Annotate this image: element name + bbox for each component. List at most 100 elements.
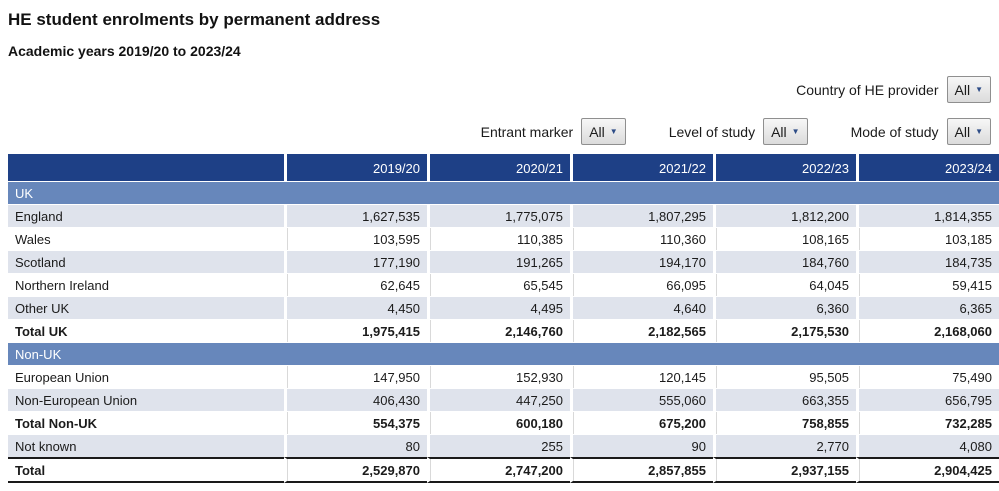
value-cell: 194,170 — [570, 250, 713, 273]
row-label: England — [8, 204, 284, 227]
value-cell: 1,775,075 — [427, 204, 570, 227]
value-cell: 90 — [570, 434, 713, 457]
value-cell: 663,355 — [713, 388, 856, 411]
row-label: European Union — [8, 365, 284, 388]
value-cell: 675,200 — [570, 411, 713, 434]
value-cell: 103,185 — [856, 227, 999, 250]
column-header-2023-24: 2023/24 — [856, 154, 999, 181]
value-cell: 152,930 — [427, 365, 570, 388]
value-cell: 2,857,855 — [570, 457, 713, 483]
value-cell: 555,060 — [570, 388, 713, 411]
row-label: Total — [8, 457, 284, 483]
value-cell: 108,165 — [713, 227, 856, 250]
value-cell: 6,360 — [713, 296, 856, 319]
mode-dropdown-value: All — [954, 123, 971, 140]
value-cell: 4,450 — [284, 296, 427, 319]
value-cell: 184,760 — [713, 250, 856, 273]
filter-entrant-marker: Entrant marker All ▼ — [481, 118, 626, 145]
value-cell: 6,365 — [856, 296, 999, 319]
filter-country-label: Country of HE provider — [796, 81, 939, 98]
value-cell: 2,904,425 — [856, 457, 999, 483]
value-cell: 2,182,565 — [570, 319, 713, 342]
level-dropdown-value: All — [771, 123, 787, 140]
row-label: Northern Ireland — [8, 273, 284, 296]
chevron-down-icon: ▼ — [975, 84, 983, 94]
table-row-other-uk: Other UK 4,450 4,495 4,640 6,360 6,365 — [8, 296, 999, 319]
value-cell: 59,415 — [856, 273, 999, 296]
row-label: Non-European Union — [8, 388, 284, 411]
filter-mode-of-study: Mode of study All ▼ — [851, 118, 991, 145]
table-row-scotland: Scotland 177,190 191,265 194,170 184,760 184,… — [8, 250, 999, 273]
value-cell: 758,855 — [713, 411, 856, 434]
value-cell: 4,495 — [427, 296, 570, 319]
value-cell: 1,627,535 — [284, 204, 427, 227]
country-dropdown-value: All — [954, 81, 971, 98]
table-row-northern-ireland: Northern Ireland 62,645 65,545 66,095 64,045… — [8, 273, 999, 296]
table-row-non-uk: Non-UK — [8, 342, 999, 365]
value-cell: 656,795 — [856, 388, 999, 411]
value-cell: 2,168,060 — [856, 319, 999, 342]
chevron-down-icon: ▼ — [791, 126, 800, 136]
row-label: Scotland — [8, 250, 284, 273]
value-cell: 110,385 — [427, 227, 570, 250]
table-row-not-known: Not known 80 255 90 2,770 4,080 — [8, 434, 999, 457]
filter-entrant-label: Entrant marker — [480, 123, 574, 140]
filter-row-country: Country of HE provider All ▼ — [8, 76, 999, 103]
row-label: Other UK — [8, 296, 284, 319]
column-header-blank — [8, 154, 284, 181]
value-cell: 1,814,355 — [856, 204, 999, 227]
table-row-england: England 1,627,535 1,775,075 1,807,295 1,812,… — [8, 204, 999, 227]
value-cell: 1,807,295 — [570, 204, 713, 227]
table-row-total-non-uk: Total Non-UK 554,375 600,180 675,200 758,855… — [8, 411, 999, 434]
value-cell: 120,145 — [570, 365, 713, 388]
value-cell: 4,640 — [570, 296, 713, 319]
value-cell: 447,250 — [427, 388, 570, 411]
table-body: UK England 1,627,535 1,775,075 1,807,295 1,81… — [8, 181, 999, 483]
filter-country-of-he-provider: Country of HE provider All ▼ — [796, 76, 991, 103]
value-cell: 1,812,200 — [713, 204, 856, 227]
value-cell: 66,095 — [570, 273, 713, 296]
table-row-non-european-union: Non-European Union 406,430 447,250 555,060 6… — [8, 388, 999, 411]
value-cell: 62,645 — [284, 273, 427, 296]
level-of-study-dropdown[interactable]: All ▼ — [763, 118, 808, 145]
value-cell: 2,175,530 — [713, 319, 856, 342]
table-row-wales: Wales 103,595 110,385 110,360 108,165 103,185 — [8, 227, 999, 250]
table-header: 2019/20 2020/21 2021/22 2022/23 2023/24 — [8, 154, 999, 181]
value-cell: 732,285 — [856, 411, 999, 434]
value-cell: 184,735 — [856, 250, 999, 273]
value-cell: 2,529,870 — [284, 457, 427, 483]
entrant-dropdown-value: All — [589, 123, 605, 140]
section-label: Non-UK — [8, 342, 999, 365]
value-cell: 110,360 — [570, 227, 713, 250]
column-header-2021-22: 2021/22 — [570, 154, 713, 181]
column-header-2019-20: 2019/20 — [284, 154, 427, 181]
table-row-total-uk: Total UK 1,975,415 2,146,760 2,182,565 2,175… — [8, 319, 999, 342]
value-cell: 191,265 — [427, 250, 570, 273]
row-label: Total UK — [8, 319, 284, 342]
value-cell: 75,490 — [856, 365, 999, 388]
filter-row-secondary: Entrant marker All ▼ Level of study All … — [8, 118, 999, 145]
table-row-european-union: European Union 147,950 152,930 120,145 95,50… — [8, 365, 999, 388]
page-title: HE student enrolments by permanent addre… — [8, 10, 381, 29]
entrant-marker-dropdown[interactable]: All ▼ — [581, 118, 626, 145]
country-of-he-provider-dropdown[interactable]: All ▼ — [946, 76, 991, 103]
value-cell: 2,770 — [713, 434, 856, 457]
value-cell: 2,146,760 — [427, 319, 570, 342]
column-header-2022-23: 2022/23 — [713, 154, 856, 181]
chevron-down-icon: ▼ — [609, 126, 618, 136]
value-cell: 2,747,200 — [427, 457, 570, 483]
filter-mode-label: Mode of study — [850, 123, 939, 140]
value-cell: 177,190 — [284, 250, 427, 273]
value-cell: 103,595 — [284, 227, 427, 250]
filter-level-of-study: Level of study All ▼ — [669, 118, 808, 145]
chevron-down-icon: ▼ — [975, 126, 983, 136]
value-cell: 554,375 — [284, 411, 427, 434]
header-row: 2019/20 2020/21 2021/22 2022/23 2023/24 — [8, 154, 999, 181]
mode-of-study-dropdown[interactable]: All ▼ — [946, 118, 991, 145]
value-cell: 600,180 — [427, 411, 570, 434]
enrolments-table: 2019/20 2020/21 2021/22 2022/23 2023/24 UK En… — [8, 154, 999, 483]
section-label: UK — [8, 181, 999, 204]
value-cell: 147,950 — [284, 365, 427, 388]
value-cell: 80 — [284, 434, 427, 457]
